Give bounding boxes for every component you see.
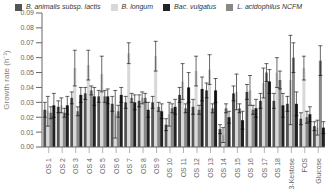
svg-text:FOS: FOS (301, 158, 308, 173)
svg-text:OS 2: OS 2 (59, 158, 66, 174)
svg-text:Glucose: Glucose (315, 158, 322, 184)
svg-text:OS 11: OS 11 (180, 158, 187, 177)
svg-text:0.03: 0.03 (20, 99, 34, 106)
svg-text:OS 1: OS 1 (45, 158, 52, 174)
html-text:L. acidophilus NCFM: L. acidophilus NCFM (237, 3, 303, 10)
svg-text:OS 14: OS 14 (220, 158, 227, 178)
svg-text:0.04: 0.04 (20, 84, 34, 91)
svg-text:OS 15: OS 15 (234, 158, 241, 178)
svg-text:0.00: 0.00 (20, 143, 34, 150)
svg-text:0.02: 0.02 (20, 114, 34, 121)
svg-text:0.09: 0.09 (20, 9, 34, 16)
svg-text:OS 7: OS 7 (126, 158, 133, 174)
svg-text:0.07: 0.07 (20, 39, 34, 46)
svg-text:OS 8: OS 8 (140, 158, 147, 174)
svg-text:OS 9: OS 9 (153, 158, 160, 174)
html-text:B. longum: B. longum (121, 3, 154, 10)
svg-text:3-Kestose: 3-Kestose (288, 158, 295, 189)
svg-text:0.08: 0.08 (20, 24, 34, 31)
svg-text:OS 12: OS 12 (193, 158, 200, 178)
svg-text:0.01: 0.01 (20, 129, 34, 136)
svg-text:OS 10: OS 10 (166, 158, 173, 178)
svg-text:Growth rate (h⁻¹): Growth rate (h⁻¹) (8, 50, 11, 110)
svg-text:OS 5: OS 5 (99, 158, 106, 174)
svg-text:OS 16: OS 16 (247, 158, 254, 178)
svg-text:OS 3: OS 3 (72, 158, 79, 174)
svg-text:0.06: 0.06 (20, 54, 34, 61)
svg-text:OS 4: OS 4 (86, 158, 93, 174)
html-text:Bac. vulgatus: Bac. vulgatus (174, 3, 217, 10)
svg-text:OS 13: OS 13 (207, 158, 214, 178)
svg-text:0.05: 0.05 (20, 69, 34, 76)
svg-text:OS 6: OS 6 (113, 158, 120, 174)
svg-text:OS 18: OS 18 (274, 158, 281, 178)
html-text:B. animalis subsp. lactis: B. animalis subsp. lactis (25, 3, 101, 10)
svg-text:OS 17: OS 17 (261, 158, 268, 178)
